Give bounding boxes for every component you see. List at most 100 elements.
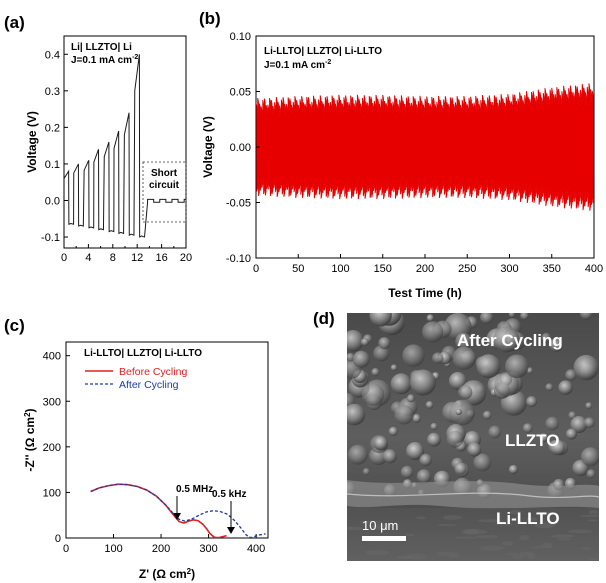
panel-c-xlabel: Z' (Ω cm2) <box>139 567 195 581</box>
a-ytick-label: 0.0 <box>45 195 60 207</box>
c-xtick-label: 300 <box>199 543 217 555</box>
panel-b-annotation-current-text: J=0.1 mA cm <box>264 60 325 71</box>
sem-grain <box>508 313 516 318</box>
sem-grain <box>541 332 551 343</box>
sem-grain <box>573 354 599 381</box>
panel-c-label: (c) <box>4 316 25 335</box>
panel-c: (c) 0 100 200 300 400 0 100 200 300 400 Li-LLTO| … <box>4 316 269 581</box>
b-xtick-label: 50 <box>292 263 304 275</box>
sem-grain <box>406 394 415 403</box>
sem-grain <box>448 372 467 390</box>
sem-grain <box>584 417 595 429</box>
panel-c-ylabel-close: ) <box>23 408 37 412</box>
sem-li-llto-layer <box>347 508 599 561</box>
a-ytick-label: 0.1 <box>45 159 60 171</box>
c-ytick-label: 0 <box>55 533 61 545</box>
sem-grain <box>585 402 593 409</box>
sem-grain <box>549 439 566 456</box>
c-xtick-label: 0 <box>63 543 69 555</box>
sem-grain <box>360 338 369 347</box>
sem-grain <box>446 430 464 448</box>
b-xtick-label: 300 <box>500 263 518 275</box>
sem-grain <box>347 403 366 426</box>
arrow-0-5-khz-head <box>227 527 235 534</box>
c-xtick-label: 100 <box>104 543 122 555</box>
sem-grain <box>361 383 385 406</box>
a-xtick-label: 16 <box>155 252 167 264</box>
panel-a-frame <box>63 35 187 249</box>
c-ytick-label: 400 <box>43 351 61 363</box>
sem-grain <box>422 321 444 343</box>
panel-a-label: (a) <box>4 13 25 32</box>
sem-label-after-cycling: After Cycling <box>457 331 563 350</box>
sem-grain <box>373 345 390 362</box>
short-circuit-label-1: Short <box>151 168 178 179</box>
sem-grain <box>425 401 434 409</box>
b-ytick-label: -0.10 <box>226 253 251 265</box>
b-ytick-label: 0.05 <box>230 87 251 99</box>
sem-grain <box>402 344 425 367</box>
sem-grain <box>369 313 392 327</box>
a-xtick-label: 8 <box>110 252 116 264</box>
b-xtick-label: 400 <box>585 263 603 275</box>
sem-grain <box>400 465 414 479</box>
sem-grain <box>494 372 519 397</box>
sem-grain <box>467 442 482 457</box>
panel-b-annotation-sup: -2 <box>325 59 331 66</box>
panel-c-xlabel-sup: 2 <box>187 567 192 576</box>
panel-c-annotation: Li-LLTO| LLZTO| Li-LLTO <box>84 348 202 359</box>
sem-grain <box>427 432 441 447</box>
sem-label-llzto: LLZTO <box>505 431 559 450</box>
b-xtick-label: 250 <box>458 263 476 275</box>
panel-a-annotation-current: J=0.1 mA cm-2 <box>71 54 138 66</box>
b-voltage-curve <box>256 83 594 211</box>
annotation-0-5-mhz: 0.5 MHz <box>176 484 213 495</box>
sem-grain <box>388 426 398 436</box>
sem-grain <box>522 423 533 433</box>
panel-c-ylabel-text: -Z'' (Ω cm <box>23 417 37 472</box>
sem-grain <box>482 410 492 420</box>
b-xtick-label: 0 <box>253 263 259 275</box>
b-ytick-label: -0.05 <box>226 198 251 210</box>
sem-grain <box>579 313 593 320</box>
sem-grain <box>568 411 577 420</box>
sem-grain <box>545 416 559 431</box>
sem-interface-line <box>347 492 599 498</box>
legend: Before Cycling After Cycling <box>85 366 187 391</box>
panel-c-ylabel-sup: 2 <box>23 412 32 417</box>
a-xtick-label: 12 <box>131 252 143 264</box>
short-circuit-label-2: circuit <box>149 180 180 191</box>
sem-grain <box>454 462 467 475</box>
sem-grain <box>416 469 432 484</box>
panel-b-annotation-current: J=0.1 mA cm-2 <box>264 59 331 71</box>
panel-d: (d) After Cycling LLZTO Li-LLTO 10 μm <box>313 309 599 561</box>
panel-b-xlabel: Test Time (h) <box>388 286 462 300</box>
panel-b-ylabel: Voltage (V) <box>201 116 215 178</box>
sem-grain <box>526 396 538 408</box>
sem-label-li-llto: Li-LLTO <box>496 509 560 528</box>
panel-b-annotation-cell: Li-LLTO| LLZTO| Li-LLTO <box>264 46 382 57</box>
sem-grain <box>452 346 476 370</box>
panel-c-xlabel-text: Z' (Ω cm <box>139 567 187 581</box>
sem-grain <box>378 337 391 350</box>
c-xtick-label: 400 <box>247 543 265 555</box>
c-ytick-label: 300 <box>43 396 61 408</box>
sem-grain <box>449 399 475 426</box>
c-xtick-label: 200 <box>152 543 170 555</box>
b-xtick-label: 350 <box>543 263 561 275</box>
panel-c-xlabel-close: ) <box>191 567 195 581</box>
sem-grain <box>480 313 494 324</box>
sem-grain <box>488 425 502 439</box>
b-xtick-label: 100 <box>331 263 349 275</box>
panel-b-label: (b) <box>199 9 221 28</box>
panel-a-ylabel: Voltage (V) <box>25 111 39 173</box>
panel-c-ylabel: -Z'' (Ω cm2) <box>23 408 37 471</box>
sem-grain <box>545 383 554 392</box>
sem-grain <box>558 380 573 395</box>
sem-scalebar-label: 10 μm <box>362 518 398 533</box>
sem-grain <box>580 447 599 467</box>
panel-a-annotation-cell: Li| LLZTO| Li <box>71 42 132 53</box>
sem-interface-band <box>347 480 599 509</box>
sem-grain <box>426 314 434 322</box>
sem-grain <box>390 373 412 395</box>
